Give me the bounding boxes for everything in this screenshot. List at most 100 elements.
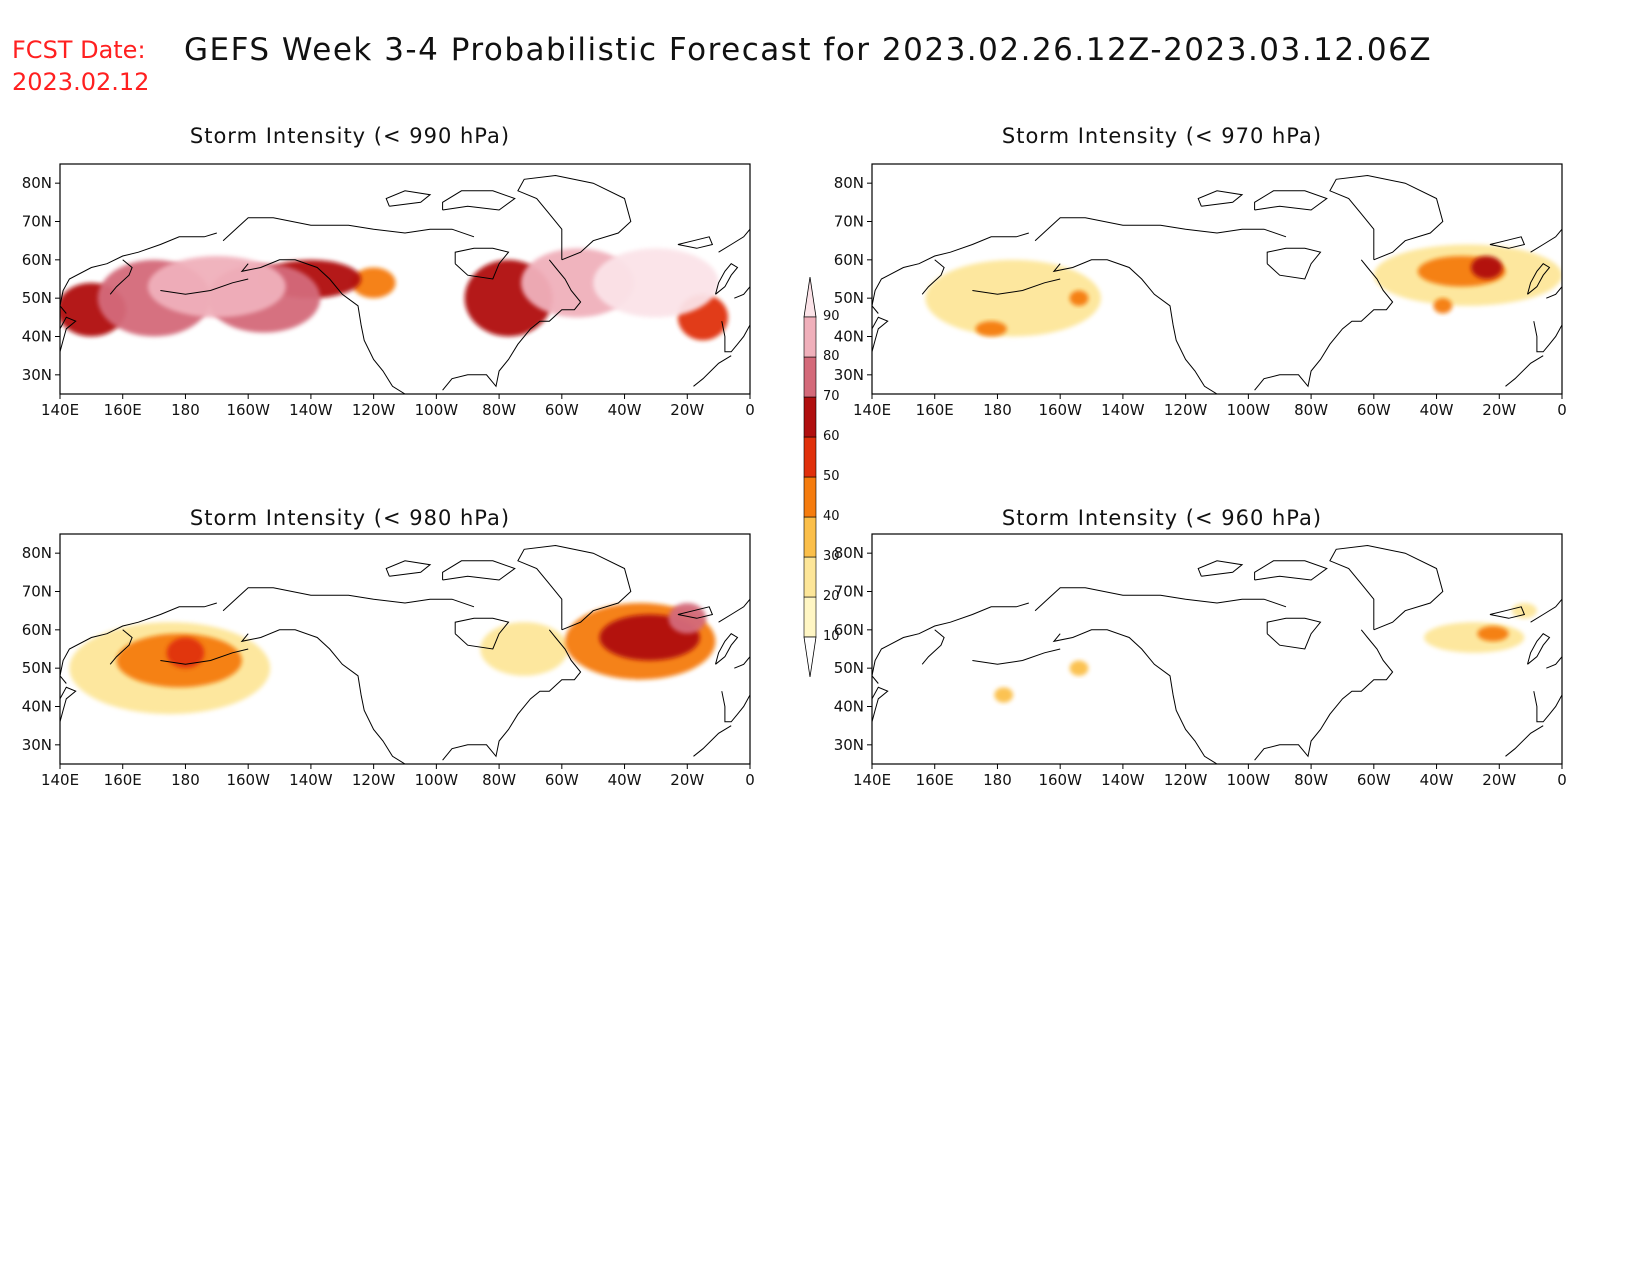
colorbar-level-label: 40 <box>823 509 840 524</box>
lon-tick-label: 40W <box>608 771 642 789</box>
coastline <box>677 606 714 619</box>
coastline <box>442 629 582 761</box>
lon-tick-label: 160W <box>1038 771 1082 789</box>
coastline <box>60 602 217 684</box>
lon-tick-label: 40W <box>608 401 642 419</box>
panel-title: Storm Intensity (< 960 hPa) <box>1001 506 1323 530</box>
lon-tick-label: 180 <box>983 771 1012 789</box>
coastline <box>872 686 889 722</box>
probability-area <box>1433 298 1453 314</box>
coastline <box>1329 174 1444 261</box>
coastline <box>454 617 510 650</box>
lat-tick-label: 60N <box>22 621 52 639</box>
colorbar-top-arrow <box>803 276 817 318</box>
colorbar-level-label: 30 <box>823 549 840 564</box>
lon-tick-label: 140E <box>853 401 891 419</box>
coastline <box>1254 560 1328 581</box>
colorbar-segment <box>803 596 817 638</box>
coastline <box>1052 629 1218 764</box>
colorbar-level-label: 10 <box>823 629 840 644</box>
colorbar-level-label: 20 <box>823 589 840 604</box>
coastline <box>1530 598 1562 623</box>
probability-area <box>1069 660 1089 676</box>
panel-title: Storm Intensity (< 990 hPa) <box>189 124 511 148</box>
coastline <box>1254 629 1394 761</box>
coastline <box>721 691 750 723</box>
probability-area <box>166 637 205 669</box>
lat-tick-label: 40N <box>22 328 52 346</box>
coastline <box>1197 560 1244 577</box>
lon-tick-label: 120W <box>1164 771 1208 789</box>
lon-tick-label: 100W <box>1227 401 1271 419</box>
lon-tick-label: 40W <box>1420 771 1454 789</box>
map-panel-960: Storm Intensity (< 960 hPa) 80N 70N 60N 50N… <box>812 494 1572 824</box>
coastline <box>517 174 632 261</box>
lat-tick-label: 80N <box>834 544 864 562</box>
coastline <box>872 602 1029 684</box>
lon-tick-label: 160W <box>226 401 270 419</box>
map-frame <box>871 533 1563 765</box>
coastline <box>1505 355 1544 387</box>
colorbar-segment <box>803 556 817 598</box>
lon-tick-label: 140W <box>289 771 333 789</box>
coastline <box>240 629 406 764</box>
coastline <box>1527 263 1551 295</box>
lat-tick-label: 30N <box>834 736 864 754</box>
lat-tick-label: 30N <box>22 366 52 384</box>
lon-tick-label: 140E <box>853 771 891 789</box>
coastline <box>1530 228 1562 253</box>
lon-tick-label: 120W <box>352 771 396 789</box>
lat-tick-label: 60N <box>834 251 864 269</box>
coastline <box>60 232 217 314</box>
map-990: 80N 70N 60N 50N 40N 30N 140E 160E 180 160W 140W 120… <box>22 163 755 419</box>
probability-area <box>994 687 1014 703</box>
coastline <box>734 656 750 669</box>
lat-tick-label: 80N <box>22 174 52 192</box>
coastline <box>60 316 77 352</box>
colorbar-level-label: 90 <box>823 309 840 324</box>
colorbar-segment <box>803 436 817 478</box>
colorbar-level-label: 60 <box>823 429 840 444</box>
lon-tick-label: 80W <box>1294 401 1328 419</box>
lon-tick-label: 20W <box>670 401 704 419</box>
coastline <box>517 544 632 631</box>
lon-tick-label: 160E <box>104 771 142 789</box>
coastline <box>921 629 945 665</box>
coastline <box>734 286 750 299</box>
page-title: GEFS Week 3-4 Probabilistic Forecast for… <box>184 32 1433 68</box>
lat-tick-label: 70N <box>22 213 52 231</box>
map-panel-990: Storm Intensity (< 990 hPa) 80N 70N 60N 50N… <box>0 120 760 450</box>
probability-area <box>1069 290 1089 306</box>
coastline <box>1546 286 1562 299</box>
probability-area <box>1511 603 1537 619</box>
coastline <box>1034 217 1287 242</box>
coastline <box>872 316 889 352</box>
probability-area <box>1471 256 1503 279</box>
coastline <box>1489 606 1526 619</box>
lon-tick-label: 80W <box>482 401 516 419</box>
colorbar-level-label: 80 <box>823 349 840 364</box>
lon-tick-label: 0 <box>1557 771 1567 789</box>
lon-tick-label: 80W <box>482 771 516 789</box>
coastline <box>240 259 406 394</box>
fcst-date-label: FCST Date: <box>12 36 146 64</box>
lat-tick-label: 40N <box>834 698 864 716</box>
colorbar-segment <box>803 396 817 438</box>
coastline <box>715 263 739 295</box>
coastline <box>1254 259 1394 391</box>
lon-tick-label: 160W <box>1038 401 1082 419</box>
coastline <box>442 259 582 391</box>
probability-area <box>480 622 569 676</box>
lat-tick-label: 80N <box>834 174 864 192</box>
coastline <box>442 190 516 211</box>
lon-tick-label: 140W <box>1101 771 1145 789</box>
coastline <box>442 560 516 581</box>
coastline <box>718 228 750 253</box>
probability-area <box>1477 626 1509 642</box>
lat-tick-label: 30N <box>22 736 52 754</box>
probability-area <box>1424 622 1525 653</box>
coastline <box>109 259 133 295</box>
lon-tick-label: 100W <box>415 771 459 789</box>
coastline <box>1052 259 1218 394</box>
lat-tick-label: 40N <box>22 698 52 716</box>
